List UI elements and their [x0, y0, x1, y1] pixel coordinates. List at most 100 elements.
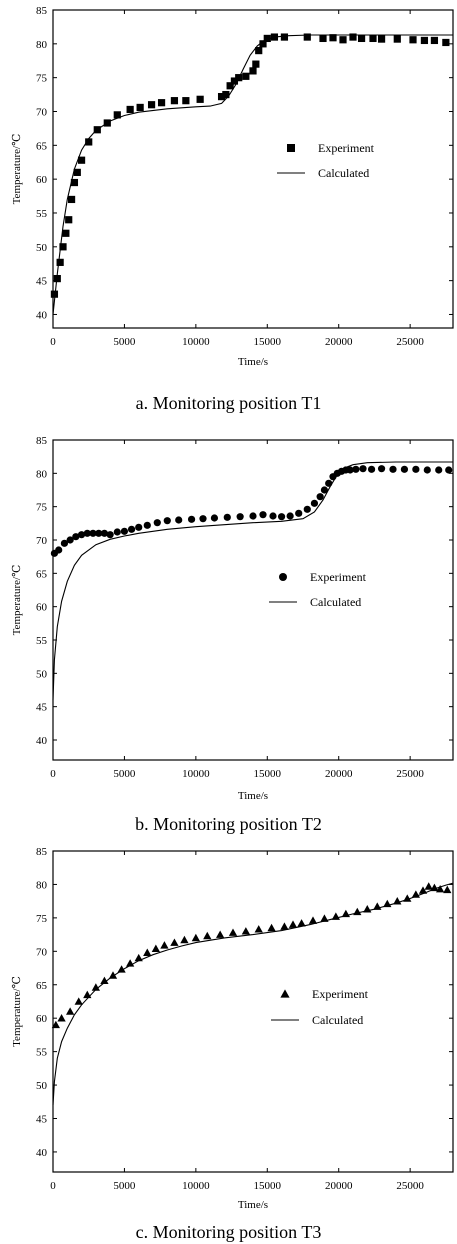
experiment-point [67, 195, 76, 204]
experiment-point [436, 884, 445, 893]
x-tick-label: 15000 [254, 1180, 282, 1192]
legend: Experiment Calculated [269, 570, 367, 609]
experiment-point [230, 77, 239, 85]
experiment-point [222, 90, 230, 99]
experiment-point [77, 156, 86, 164]
experiment-point [217, 93, 226, 101]
y-tick-label: 60 [36, 602, 48, 614]
experiment-point [242, 72, 250, 80]
experiment-point [367, 465, 376, 473]
experiment-point [117, 965, 126, 973]
experiment-point [95, 529, 103, 537]
chart-svg-t3: 0 5000 10000 15000 20000 25000 40 45 50 55 60 65 70 7… [11, 846, 454, 1211]
legend-experiment-marker [279, 573, 287, 581]
experiment-point [62, 229, 70, 237]
experiment-point [424, 882, 433, 890]
experiment-point [223, 513, 231, 521]
x-tick-label: 5000 [113, 768, 136, 780]
legend-experiment-label: Experiment [318, 141, 375, 155]
chart-caption-t3: c. Monitoring position T3 [135, 1222, 322, 1242]
chart-svg-t1: 0 5000 10000 15000 20000 25000 40 45 50 55 60 65 70 7… [11, 5, 454, 368]
experiment-point [120, 527, 129, 535]
experiment-point [443, 885, 452, 894]
y-axis-label: Temperature/℃ [11, 976, 23, 1047]
experiment-point [329, 34, 337, 42]
y-tick-label: 50 [36, 1080, 48, 1092]
y-tick-label: 60 [36, 1013, 48, 1025]
chart-panel-t2: 0 5000 10000 15000 20000 25000 40 45 50 55 60 65 70 7… [0, 418, 457, 836]
experiment-point [400, 465, 409, 473]
plot-frame [52, 9, 454, 329]
experiment-point [60, 539, 69, 547]
y-tick-label: 80 [36, 879, 48, 891]
experiment-point [442, 38, 450, 47]
experiment-point [136, 103, 144, 112]
experiment-point [66, 1007, 75, 1015]
y-tick-label: 50 [36, 242, 48, 254]
y-tick-label: 40 [36, 309, 48, 321]
experiment-point [269, 512, 277, 520]
y-tick-label: 85 [36, 435, 48, 447]
experiment-point [151, 944, 160, 952]
experiment-point [303, 33, 311, 41]
legend-experiment-label: Experiment [312, 987, 369, 1001]
experiment-point [369, 34, 377, 43]
y-axis-label: Temperature/℃ [11, 565, 23, 636]
experiment-point [303, 505, 311, 513]
experiment-point [203, 931, 212, 940]
experiment-point [100, 529, 109, 537]
experiment-point [73, 168, 81, 176]
y-tick-label: 85 [36, 5, 48, 17]
experiment-point [163, 517, 171, 525]
experiment-point [377, 35, 386, 43]
experiment-point [143, 948, 152, 956]
experiment-point [83, 529, 91, 537]
experiment-point [100, 976, 109, 985]
experiment-point [241, 927, 250, 935]
experiment-point [72, 533, 80, 541]
experiment-point [170, 97, 179, 105]
experiment-markers [50, 33, 450, 298]
y-tick-label: 65 [36, 140, 48, 152]
x-tick-label: 25000 [396, 1180, 424, 1192]
y-tick-label: 70 [36, 946, 48, 958]
legend: Experiment Calculated [277, 141, 375, 180]
x-tick-label: 0 [50, 768, 56, 780]
y-tick-label: 85 [36, 846, 48, 858]
experiment-point [280, 33, 289, 41]
experiment-point [228, 928, 238, 936]
experiment-point [352, 465, 360, 473]
legend-experiment-label: Experiment [310, 570, 367, 584]
y-tick-label: 80 [36, 468, 48, 480]
x-tick-label: 5000 [113, 336, 136, 348]
experiment-point [236, 513, 244, 521]
x-axis-label: Time/s [238, 1199, 268, 1211]
experiment-point [135, 523, 143, 531]
experiment-point [357, 34, 366, 43]
experiment-point [377, 465, 386, 473]
experiment-point [297, 919, 306, 927]
experiment-point [57, 1014, 66, 1022]
experiment-point [252, 60, 260, 68]
experiment-point [412, 465, 420, 473]
experiment-point [191, 933, 200, 942]
experiment-point [310, 499, 319, 507]
experiment-point [126, 105, 134, 114]
x-tick-label: 15000 [254, 336, 282, 348]
experiment-point [83, 990, 92, 999]
y-tick-label: 80 [36, 39, 48, 51]
experiment-point [430, 883, 439, 892]
calculated-line [52, 882, 454, 1106]
y-tick-label: 45 [36, 702, 48, 714]
legend-experiment-marker [280, 989, 290, 998]
experiment-point [320, 486, 329, 494]
experiment-point [254, 925, 263, 933]
y-tick-label: 75 [36, 502, 48, 514]
y-tick-label: 60 [36, 174, 48, 186]
plot-frame [52, 850, 454, 1173]
experiment-point [430, 36, 439, 45]
experiment-markers [51, 882, 452, 1029]
y-tick-label: 45 [36, 276, 48, 288]
experiment-point [127, 525, 136, 533]
experiment-point [106, 531, 114, 539]
